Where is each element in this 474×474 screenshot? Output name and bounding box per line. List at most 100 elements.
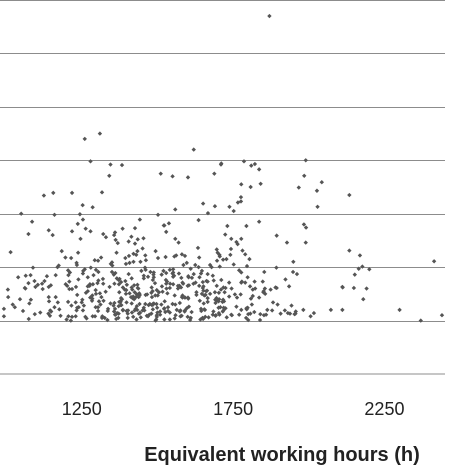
data-point	[262, 269, 267, 275]
data-point	[162, 299, 167, 304]
data-point	[109, 269, 115, 275]
data-point	[101, 298, 106, 304]
data-point	[124, 282, 130, 287]
x-axis-label: Equivalent working hours (h)	[144, 444, 420, 466]
data-point	[167, 285, 173, 291]
data-point	[231, 262, 236, 267]
data-point	[352, 272, 357, 277]
data-point	[89, 298, 95, 304]
data-point	[246, 311, 251, 317]
data-point	[93, 287, 98, 293]
data-point	[257, 317, 263, 323]
data-point	[173, 313, 178, 318]
data-point	[144, 292, 150, 297]
data-point	[294, 271, 300, 277]
data-point	[5, 287, 11, 292]
data-point	[155, 255, 161, 261]
data-point	[213, 300, 218, 306]
data-point	[78, 236, 83, 242]
data-point	[303, 225, 309, 230]
data-point	[69, 286, 75, 292]
data-point	[128, 294, 134, 300]
data-point	[243, 252, 248, 257]
data-point	[103, 289, 108, 294]
data-point	[207, 291, 213, 297]
data-point	[173, 236, 178, 242]
data-point	[147, 312, 152, 317]
data-point	[214, 283, 219, 289]
data-point	[149, 294, 155, 300]
data-point	[65, 268, 71, 273]
data-point	[198, 271, 204, 276]
data-point	[262, 291, 268, 297]
data-point	[252, 286, 258, 291]
data-point	[224, 315, 229, 320]
data-point	[124, 287, 129, 293]
data-point	[108, 162, 113, 167]
data-point	[90, 282, 96, 287]
data-point	[234, 304, 239, 309]
data-point	[93, 267, 99, 273]
data-point	[10, 302, 15, 307]
data-point	[238, 194, 244, 200]
data-point	[311, 310, 317, 316]
data-point	[67, 279, 72, 284]
data-point	[196, 283, 202, 289]
data-point	[127, 260, 132, 266]
data-point	[164, 279, 170, 284]
data-point	[193, 262, 198, 268]
data-point	[145, 274, 151, 279]
data-point	[138, 315, 143, 320]
data-point	[367, 267, 372, 272]
data-point	[32, 278, 37, 284]
data-point	[274, 233, 279, 238]
data-point	[205, 299, 210, 305]
data-point	[167, 267, 173, 273]
data-point	[154, 287, 160, 293]
data-point	[35, 282, 41, 287]
data-point	[117, 290, 122, 295]
data-point	[182, 295, 188, 300]
data-point	[247, 284, 253, 289]
data-point	[229, 236, 234, 242]
data-point	[141, 236, 146, 241]
data-point	[163, 229, 169, 235]
data-point	[191, 271, 196, 277]
data-point	[109, 260, 115, 265]
data-point	[212, 290, 218, 295]
data-point	[138, 259, 143, 264]
data-point	[198, 317, 203, 322]
data-point	[116, 303, 121, 309]
data-point	[163, 270, 169, 276]
data-point	[69, 303, 74, 308]
data-point	[63, 255, 68, 260]
data-point	[184, 260, 189, 266]
data-point	[80, 217, 86, 222]
data-point	[103, 235, 109, 240]
data-point	[199, 308, 204, 314]
data-point	[40, 286, 45, 292]
data-point	[238, 292, 243, 297]
data-point	[136, 294, 141, 300]
data-point	[105, 308, 110, 314]
data-point	[135, 282, 140, 287]
data-point	[244, 263, 250, 269]
data-point	[250, 293, 255, 299]
data-point	[46, 294, 51, 300]
data-point	[249, 163, 254, 168]
data-point	[116, 277, 121, 283]
data-point	[52, 305, 57, 310]
data-point	[397, 307, 402, 313]
data-point	[111, 232, 117, 238]
data-point	[176, 271, 182, 276]
data-point	[163, 254, 168, 260]
data-point	[154, 305, 160, 310]
data-point	[179, 275, 184, 281]
data-point	[284, 240, 290, 245]
data-point	[223, 285, 228, 291]
data-point	[83, 290, 89, 295]
data-point	[186, 296, 191, 301]
data-point	[227, 204, 232, 209]
data-point	[93, 305, 98, 310]
data-point	[57, 307, 62, 312]
